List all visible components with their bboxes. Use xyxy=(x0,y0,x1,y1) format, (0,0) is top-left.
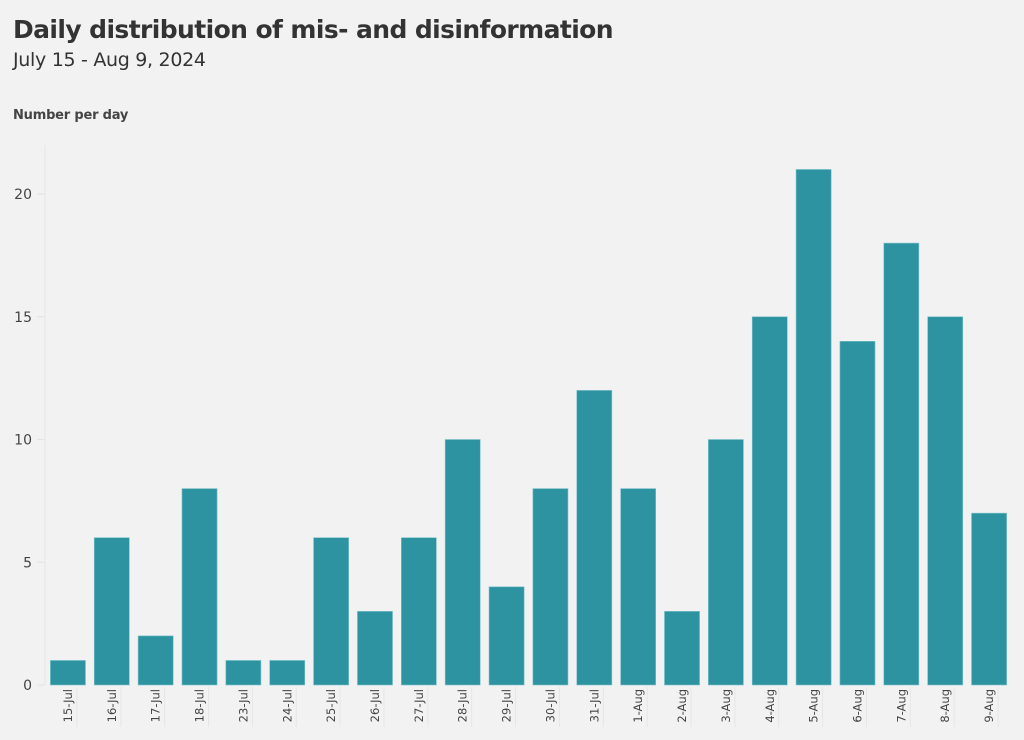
x-tick-label: 27-Jul xyxy=(412,689,426,722)
x-tick-label: 2-Aug xyxy=(675,689,689,723)
y-tick-label: 5 xyxy=(23,555,32,571)
y-tick-labels: 0 5 10 15 20 xyxy=(14,187,45,694)
chart-subtitle: July 15 - Aug 9, 2024 xyxy=(13,49,206,71)
bar-30-Jul xyxy=(532,488,569,686)
x-tick-label: 26-Jul xyxy=(368,689,382,722)
x-tick-label: 7-Aug xyxy=(894,689,908,723)
x-tick-label: 31-Jul xyxy=(587,689,601,722)
bar-16-Jul xyxy=(93,537,130,686)
y-tick-label: 10 xyxy=(14,433,32,449)
x-tick-label: 30-Jul xyxy=(543,689,557,722)
bar-17-Jul xyxy=(137,635,174,686)
bar-24-Jul xyxy=(269,660,306,686)
x-tick-label: 28-Jul xyxy=(456,689,470,722)
x-tick-label: 3-Aug xyxy=(719,689,733,723)
bar-31-Jul xyxy=(576,390,613,686)
bar-3-Aug xyxy=(708,439,744,686)
x-tick-label: 24-Jul xyxy=(280,689,294,722)
bar-28-Jul xyxy=(444,439,481,686)
x-tick-label: 16-Jul xyxy=(105,689,119,722)
bar-7-Aug xyxy=(883,242,920,686)
x-tick-label: 8-Aug xyxy=(938,689,952,723)
bar-15-Jul xyxy=(50,660,86,686)
bar-2-Aug xyxy=(664,611,700,686)
bar-27-Jul xyxy=(400,537,437,686)
bar-18-Jul xyxy=(181,488,218,686)
chart-title: Daily distribution of mis- and disinform… xyxy=(13,15,614,44)
bars xyxy=(50,169,1007,686)
x-tick-label: 23-Jul xyxy=(236,689,250,722)
y-tick-label: 15 xyxy=(14,310,32,326)
bar-9-Aug xyxy=(971,512,1007,686)
x-tick-label: 5-Aug xyxy=(807,689,821,723)
x-tick-label: 9-Aug xyxy=(982,689,996,723)
bar-8-Aug xyxy=(927,316,964,686)
bar-29-Jul xyxy=(488,586,525,686)
bar-1-Aug xyxy=(620,488,657,686)
y-axis-label: Number per day xyxy=(13,108,129,123)
y-tick-label: 20 xyxy=(14,187,32,203)
x-tick-label: 4-Aug xyxy=(763,689,777,723)
x-tick-labels: 15-Jul 16-Jul 17-Jul 18-Jul 23-Jul 24-Jul 25-J… xyxy=(61,687,999,727)
bar-23-Jul xyxy=(225,660,262,686)
x-tick-label: 1-Aug xyxy=(631,689,645,723)
x-tick-label: 6-Aug xyxy=(850,689,864,723)
x-tick-label: 17-Jul xyxy=(149,689,163,722)
bar-5-Aug xyxy=(795,169,832,686)
y-tick-label: 0 xyxy=(23,678,32,694)
x-tick-label: 15-Jul xyxy=(61,689,75,722)
x-tick-label: 18-Jul xyxy=(193,689,207,722)
x-tick-label: 25-Jul xyxy=(324,689,338,722)
x-tick-label: 29-Jul xyxy=(500,689,514,722)
bar-4-Aug xyxy=(751,316,788,686)
bar-25-Jul xyxy=(313,537,349,686)
bar-26-Jul xyxy=(357,611,393,686)
bar-6-Aug xyxy=(839,340,876,686)
